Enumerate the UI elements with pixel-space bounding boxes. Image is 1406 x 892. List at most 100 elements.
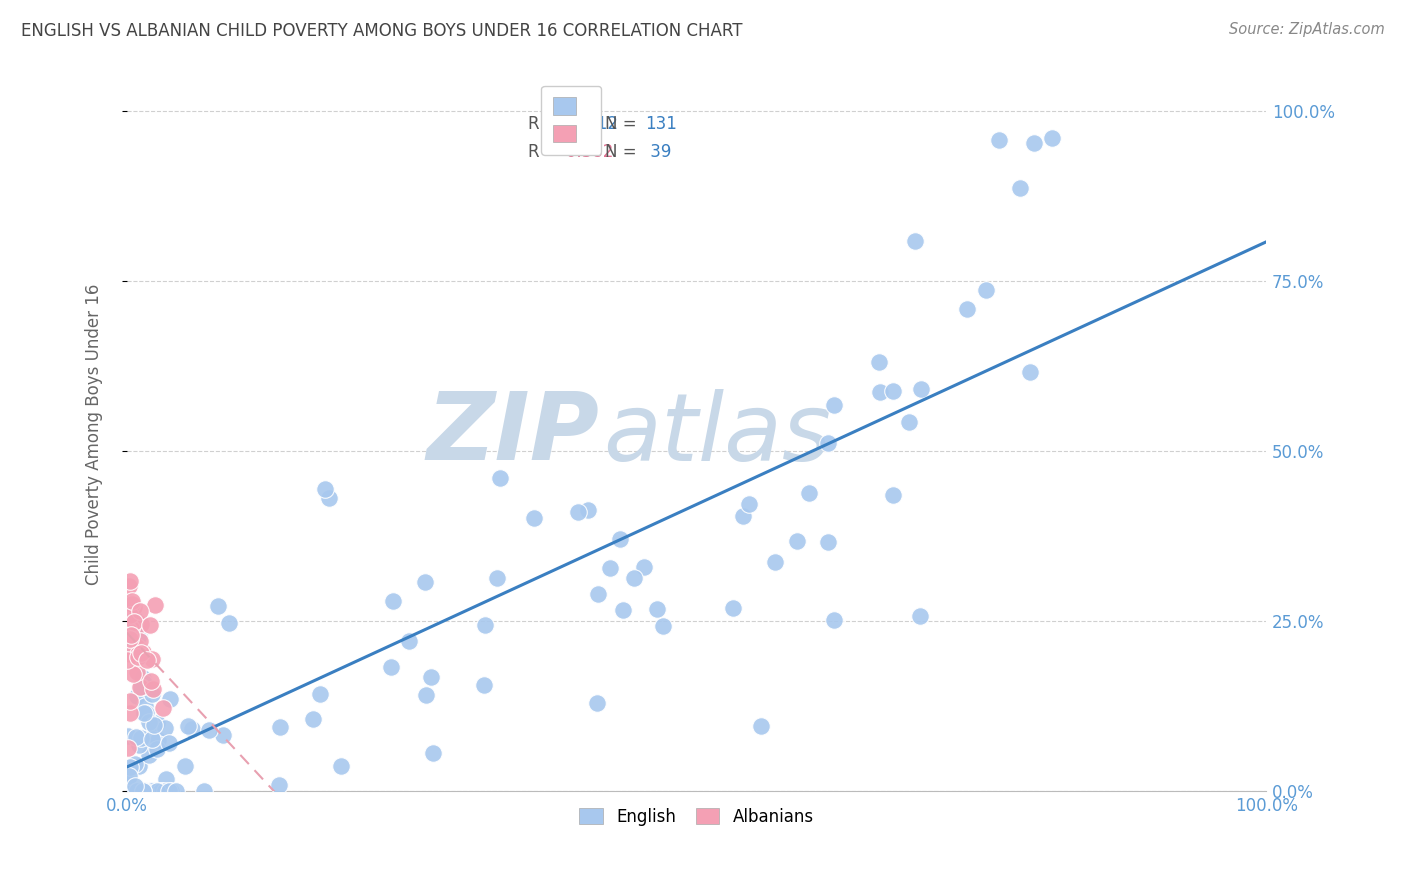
- Point: [124, 757, 146, 772]
- Point: [380, 659, 402, 673]
- Legend: English, Albanians: English, Albanians: [571, 799, 823, 834]
- Point: [422, 747, 444, 761]
- Point: [141, 784, 163, 798]
- Point: [142, 681, 165, 696]
- Point: [910, 382, 932, 396]
- Point: [118, 769, 141, 783]
- Point: [117, 741, 139, 756]
- Point: [134, 698, 156, 713]
- Text: 131: 131: [645, 115, 678, 133]
- Point: [413, 574, 436, 589]
- Point: [121, 784, 143, 798]
- Point: [132, 706, 155, 720]
- Point: [118, 694, 141, 708]
- Point: [155, 772, 177, 786]
- Point: [211, 729, 233, 743]
- Point: [733, 509, 755, 524]
- Point: [134, 784, 156, 798]
- Text: atlas: atlas: [603, 389, 831, 480]
- Point: [117, 773, 139, 788]
- Point: [117, 653, 139, 667]
- Point: [309, 686, 332, 700]
- Point: [128, 759, 150, 773]
- Point: [485, 571, 508, 585]
- Point: [127, 689, 149, 703]
- Point: [269, 721, 291, 735]
- Point: [474, 617, 496, 632]
- Point: [749, 719, 772, 733]
- Text: N =: N =: [606, 144, 637, 161]
- Point: [118, 596, 141, 610]
- Point: [122, 666, 145, 681]
- Point: [956, 302, 979, 317]
- Point: [138, 748, 160, 763]
- Point: [121, 593, 143, 607]
- Point: [398, 634, 420, 648]
- Point: [721, 601, 744, 615]
- Point: [160, 784, 183, 798]
- Point: [898, 415, 921, 429]
- Point: [128, 604, 150, 618]
- Point: [150, 784, 173, 798]
- Point: [586, 696, 609, 710]
- Point: [127, 665, 149, 680]
- Point: [149, 784, 172, 798]
- Point: [193, 784, 215, 798]
- Point: [125, 784, 148, 798]
- Point: [652, 619, 675, 633]
- Point: [127, 647, 149, 661]
- Point: [128, 784, 150, 798]
- Point: [121, 597, 143, 611]
- Point: [129, 680, 152, 694]
- Point: [117, 641, 139, 656]
- Point: [1019, 365, 1042, 379]
- Point: [128, 681, 150, 695]
- Point: [146, 742, 169, 756]
- Point: [124, 615, 146, 629]
- Point: [132, 676, 155, 690]
- Point: [139, 784, 162, 798]
- Point: [197, 723, 219, 737]
- Point: [122, 600, 145, 615]
- Point: [823, 613, 845, 627]
- Point: [599, 561, 621, 575]
- Point: [868, 355, 890, 369]
- Point: [141, 674, 163, 689]
- Point: [267, 778, 290, 792]
- Point: [124, 784, 146, 798]
- Point: [207, 599, 229, 613]
- Text: R =: R =: [527, 144, 558, 161]
- Point: [576, 503, 599, 517]
- Point: [120, 622, 142, 636]
- Point: [180, 722, 202, 736]
- Text: N =: N =: [606, 115, 637, 133]
- Point: [623, 571, 645, 585]
- Point: [155, 784, 177, 798]
- Point: [118, 760, 141, 774]
- Point: [121, 784, 143, 798]
- Point: [633, 560, 655, 574]
- Point: [738, 497, 761, 511]
- Point: [1008, 181, 1031, 195]
- Point: [218, 616, 240, 631]
- Point: [124, 612, 146, 626]
- Point: [869, 385, 891, 400]
- Text: 0.612: 0.612: [560, 115, 617, 133]
- Point: [132, 784, 155, 798]
- Point: [129, 646, 152, 660]
- Point: [150, 784, 173, 798]
- Point: [141, 652, 163, 666]
- Point: [139, 784, 162, 798]
- Point: [125, 731, 148, 745]
- Text: ENGLISH VS ALBANIAN CHILD POVERTY AMONG BOYS UNDER 16 CORRELATION CHART: ENGLISH VS ALBANIAN CHILD POVERTY AMONG …: [21, 22, 742, 40]
- Point: [121, 784, 143, 798]
- Point: [135, 653, 157, 667]
- Point: [329, 758, 352, 772]
- Point: [121, 784, 143, 798]
- Point: [117, 775, 139, 789]
- Text: -0.382: -0.382: [560, 144, 613, 161]
- Point: [131, 617, 153, 632]
- Point: [118, 608, 141, 623]
- Point: [823, 398, 845, 412]
- Point: [128, 784, 150, 798]
